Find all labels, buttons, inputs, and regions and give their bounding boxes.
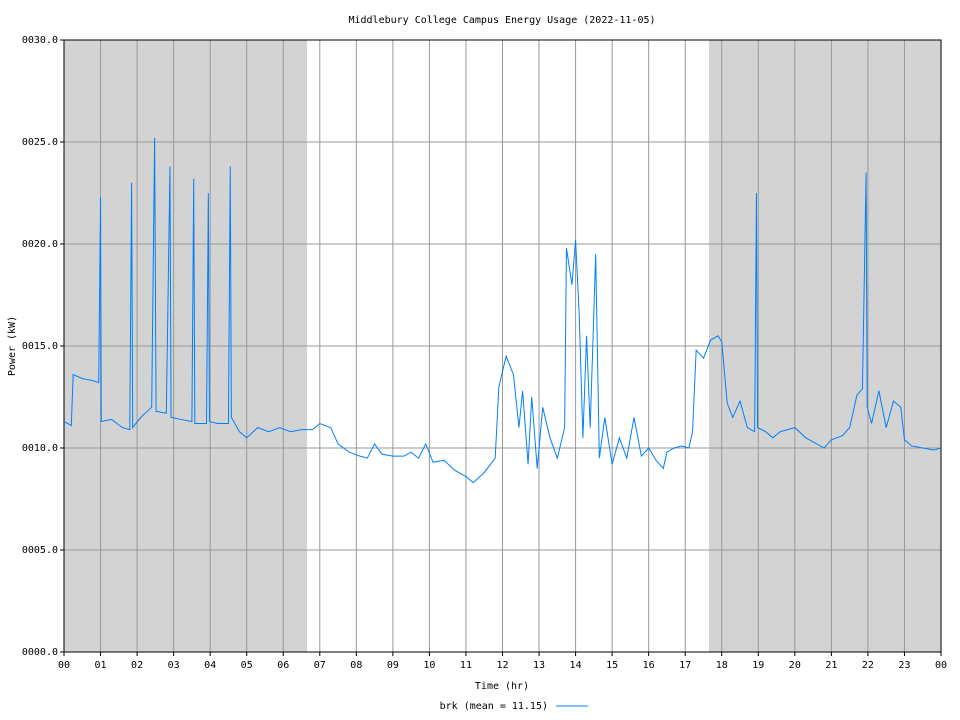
- x-tick-label: 06: [277, 660, 289, 671]
- x-tick-label: 13: [533, 660, 545, 671]
- y-tick-label: 0005.0: [22, 545, 58, 556]
- x-tick-label: 08: [350, 660, 362, 671]
- x-tick-label: 00: [935, 660, 947, 671]
- x-tick-label: 20: [789, 660, 801, 671]
- plot-area: [60, 39, 942, 656]
- y-tick-label: 0000.0: [22, 647, 58, 658]
- x-tick-label: 23: [898, 660, 910, 671]
- y-tick-label: 0030.0: [22, 35, 58, 46]
- x-axis-label: Time (hr): [475, 681, 529, 692]
- x-tick-label: 09: [387, 660, 399, 671]
- legend-label: brk (mean = 11.15): [440, 701, 548, 712]
- y-tick-label: 0020.0: [22, 239, 58, 250]
- x-tick-label: 18: [716, 660, 728, 671]
- x-tick-label: 19: [752, 660, 764, 671]
- x-tick-label: 04: [204, 660, 216, 671]
- y-axis-label: Power (kW): [7, 316, 18, 376]
- x-tick-label: 15: [606, 660, 618, 671]
- x-tick-label: 05: [241, 660, 253, 671]
- x-tick-label: 02: [131, 660, 143, 671]
- chart-title: Middlebury College Campus Energy Usage (…: [348, 15, 655, 26]
- x-tick-label: 16: [643, 660, 655, 671]
- x-tick-label: 03: [168, 660, 180, 671]
- x-tick-label: 22: [862, 660, 874, 671]
- x-tick-label: 01: [95, 660, 107, 671]
- data-line: [63, 137, 942, 484]
- x-tick-label: 11: [460, 660, 472, 671]
- x-tick-label: 21: [825, 660, 837, 671]
- x-tick-label: 14: [570, 660, 582, 671]
- y-tick-label: 0015.0: [22, 341, 58, 352]
- x-tick-label: 00: [58, 660, 70, 671]
- plot-border: [63, 39, 942, 653]
- x-tick-label: 12: [496, 660, 508, 671]
- x-tick-label: 07: [314, 660, 326, 671]
- x-tick-label: 10: [423, 660, 435, 671]
- y-tick-label: 0025.0: [22, 137, 58, 148]
- y-tick-label: 0010.0: [22, 443, 58, 454]
- x-tick-label: 17: [679, 660, 691, 671]
